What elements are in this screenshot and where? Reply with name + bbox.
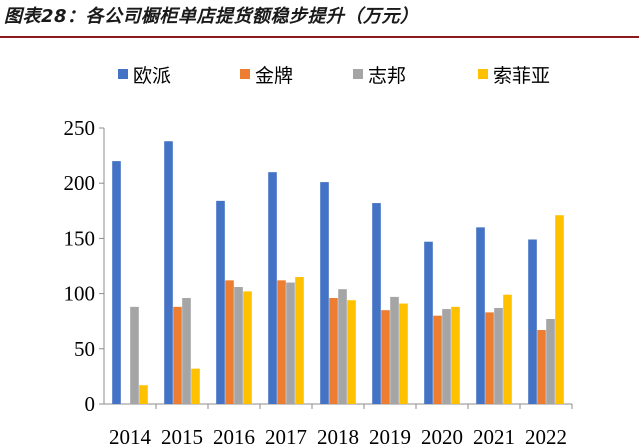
legend-swatch-2 xyxy=(353,69,363,79)
legend-swatch-3 xyxy=(478,69,488,79)
bar-2020-2 xyxy=(442,309,451,404)
title-rule xyxy=(0,36,639,38)
y-tick-label-0: 0 xyxy=(85,392,96,416)
y-tick-label-200: 200 xyxy=(64,171,96,195)
x-tick-label-2022: 2022 xyxy=(525,425,567,447)
x-tick-label-2017: 2017 xyxy=(265,425,307,447)
bar-2021-3 xyxy=(503,294,512,404)
bar-2014-3 xyxy=(139,385,148,404)
bar-2022-3 xyxy=(555,215,564,404)
bar-2015-1 xyxy=(173,306,182,404)
legend-label-2: 志邦 xyxy=(368,65,406,87)
y-tick-label-100: 100 xyxy=(64,282,96,306)
x-tick-label-2015: 2015 xyxy=(161,425,203,447)
bar-2015-3 xyxy=(191,368,200,404)
bar-2019-3 xyxy=(399,303,408,404)
x-tick-label-2019: 2019 xyxy=(369,425,411,447)
bar-2020-1 xyxy=(433,315,442,404)
bar-2020-0 xyxy=(424,241,433,404)
legend-swatch-1 xyxy=(240,69,250,79)
bar-2016-0 xyxy=(216,200,225,404)
bar-2017-3 xyxy=(295,277,304,404)
bar-2019-0 xyxy=(372,203,381,404)
bar-2022-2 xyxy=(546,318,555,404)
bar-2014-2 xyxy=(130,306,139,404)
bar-2015-2 xyxy=(182,298,191,404)
bar-2014-0 xyxy=(112,161,121,404)
bar-2018-2 xyxy=(338,289,347,404)
bar-2018-1 xyxy=(329,298,338,404)
figure-title: 图表28：各公司橱柜单店提货额稳步提升（万元） xyxy=(4,6,419,27)
bar-2020-3 xyxy=(451,306,460,404)
bar-2017-1 xyxy=(277,280,286,404)
legend-swatch-0 xyxy=(118,69,128,79)
bar-2015-0 xyxy=(164,141,173,404)
legend-label-3: 索菲亚 xyxy=(493,65,550,87)
bar-2016-3 xyxy=(243,291,252,404)
x-tick-label-2014: 2014 xyxy=(109,425,152,447)
bar-2022-0 xyxy=(528,239,537,404)
bar-2019-2 xyxy=(390,296,399,404)
bar-2016-1 xyxy=(225,280,234,404)
y-tick-label-250: 250 xyxy=(64,116,96,140)
bar-2022-1 xyxy=(537,330,546,404)
bar-2017-2 xyxy=(286,282,295,404)
bar-2017-0 xyxy=(268,172,277,404)
x-tick-label-2021: 2021 xyxy=(473,425,515,447)
bar-2021-1 xyxy=(485,312,494,404)
y-tick-label-150: 150 xyxy=(64,226,96,250)
legend-label-0: 欧派 xyxy=(133,65,171,87)
bar-2019-1 xyxy=(381,310,390,404)
bar-2021-2 xyxy=(494,307,503,404)
x-tick-label-2020: 2020 xyxy=(421,425,463,447)
x-tick-label-2018: 2018 xyxy=(317,425,359,447)
bar-2016-2 xyxy=(234,286,243,404)
bar-2018-3 xyxy=(347,300,356,404)
bar-2018-0 xyxy=(320,182,329,404)
y-tick-label-50: 50 xyxy=(74,337,95,361)
legend-label-1: 金牌 xyxy=(255,65,293,87)
x-tick-label-2016: 2016 xyxy=(213,425,255,447)
bar-2021-0 xyxy=(476,227,485,404)
